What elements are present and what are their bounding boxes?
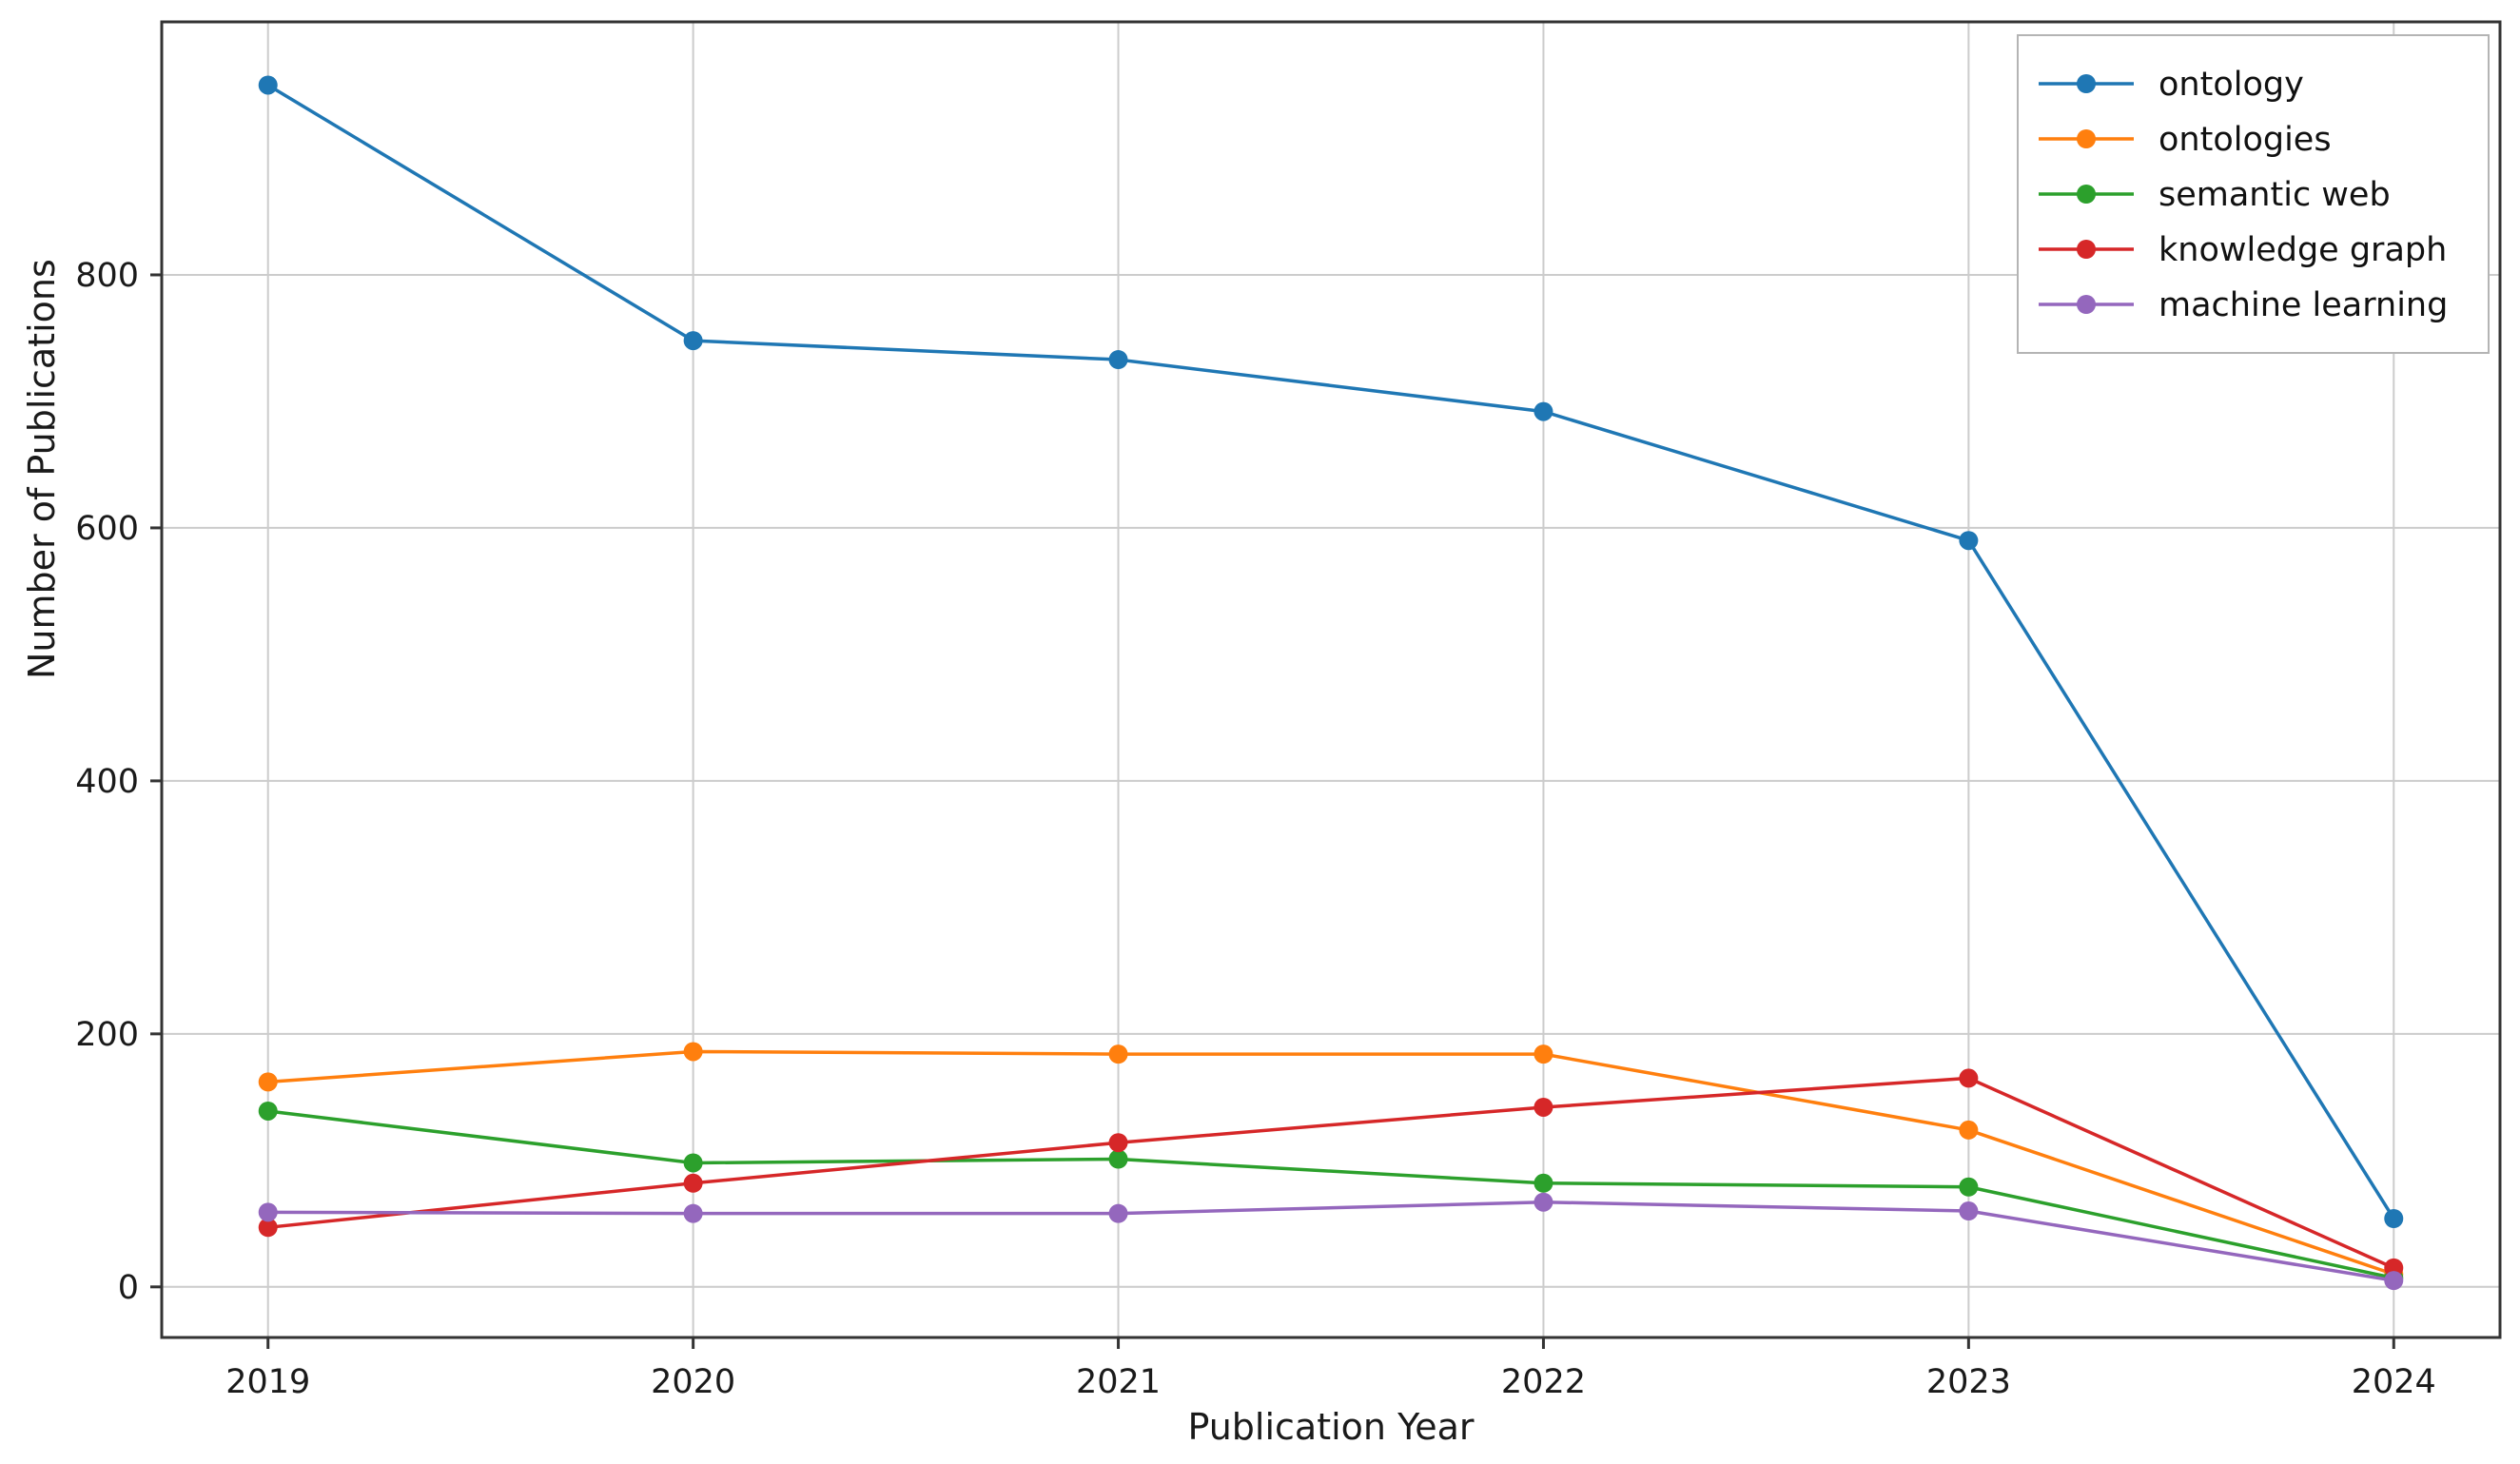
y-tick-label: 800 — [75, 257, 139, 295]
series-marker-semantic-web — [683, 1153, 703, 1173]
plot-border — [160, 20, 2502, 1339]
series-marker-semantic-web — [1533, 1173, 1553, 1193]
series-marker-machine-learning — [1533, 1192, 1553, 1212]
series-marker-ontologies — [258, 1072, 278, 1092]
legend-marker-dot — [2077, 185, 2096, 204]
x-tick-label: 2024 — [2352, 1363, 2436, 1401]
series-marker-machine-learning — [683, 1203, 703, 1223]
series-marker-semantic-web — [1959, 1177, 1979, 1197]
series-marker-knowledge-graph — [1108, 1133, 1128, 1153]
series-marker-ontology — [1959, 531, 1979, 551]
series-line-machine-learning — [267, 1200, 2394, 1282]
legend-marker-dot — [2077, 129, 2096, 148]
series-marker-semantic-web — [258, 1101, 278, 1121]
series-marker-machine-learning — [1959, 1201, 1979, 1221]
series-marker-ontologies — [1533, 1044, 1553, 1064]
series-marker-ontology — [683, 331, 703, 351]
legend-item: ontologies — [2039, 121, 2332, 159]
legend-marker-dot — [2077, 74, 2096, 93]
series-marker-knowledge-graph — [1959, 1068, 1979, 1088]
series-marker-knowledge-graph — [1533, 1097, 1553, 1117]
x-tick-label: 2022 — [1501, 1363, 1586, 1401]
y-tick-label: 0 — [118, 1269, 139, 1307]
legend-item: ontology — [2039, 66, 2304, 104]
series-marker-ontology — [2384, 1208, 2404, 1228]
legend-item: knowledge graph — [2039, 231, 2447, 269]
series-marker-semantic-web — [1108, 1149, 1128, 1169]
legend-label: ontology — [2159, 66, 2304, 104]
y-tick-label: 400 — [75, 763, 139, 801]
x-tick-label: 2019 — [225, 1363, 310, 1401]
legend-label: semantic web — [2159, 176, 2391, 214]
series-marker-ontologies — [1108, 1044, 1128, 1064]
series-marker-machine-learning — [2384, 1271, 2404, 1291]
series-marker-ontology — [258, 75, 278, 95]
series-marker-ontology — [1533, 401, 1553, 421]
series-marker-machine-learning — [1108, 1203, 1128, 1223]
legend-item: machine learning — [2039, 286, 2448, 324]
legend-label: machine learning — [2159, 286, 2448, 324]
legend-label: ontologies — [2159, 121, 2332, 159]
legend-item: semantic web — [2039, 176, 2391, 214]
x-axis-title: Publication Year — [1187, 1406, 1475, 1448]
y-tick-label: 600 — [75, 510, 139, 548]
series-line-semantic-web — [267, 1109, 2394, 1280]
y-tick-label: 200 — [75, 1016, 139, 1054]
x-tick-label: 2021 — [1076, 1363, 1161, 1401]
series-marker-knowledge-graph — [258, 1218, 278, 1238]
series-marker-ontologies — [1959, 1120, 1979, 1140]
series-line-ontology — [266, 83, 2395, 1220]
legend-marker-dot — [2077, 240, 2096, 259]
y-axis-title: Number of Publications — [21, 259, 63, 679]
x-tick-label: 2023 — [1926, 1363, 2011, 1401]
series-marker-machine-learning — [258, 1202, 278, 1222]
legend-label: knowledge graph — [2159, 231, 2447, 269]
series-line-knowledge-graph — [267, 1076, 2394, 1270]
series-marker-ontology — [1108, 350, 1128, 370]
series-line-ontologies — [267, 1049, 2394, 1277]
series-marker-ontologies — [683, 1042, 703, 1062]
series-marker-knowledge-graph — [683, 1173, 703, 1193]
x-tick-label: 2020 — [651, 1363, 735, 1401]
legend-marker-dot — [2077, 295, 2096, 314]
legend: ontology ontologies semantic web knowledge … — [2017, 34, 2490, 354]
